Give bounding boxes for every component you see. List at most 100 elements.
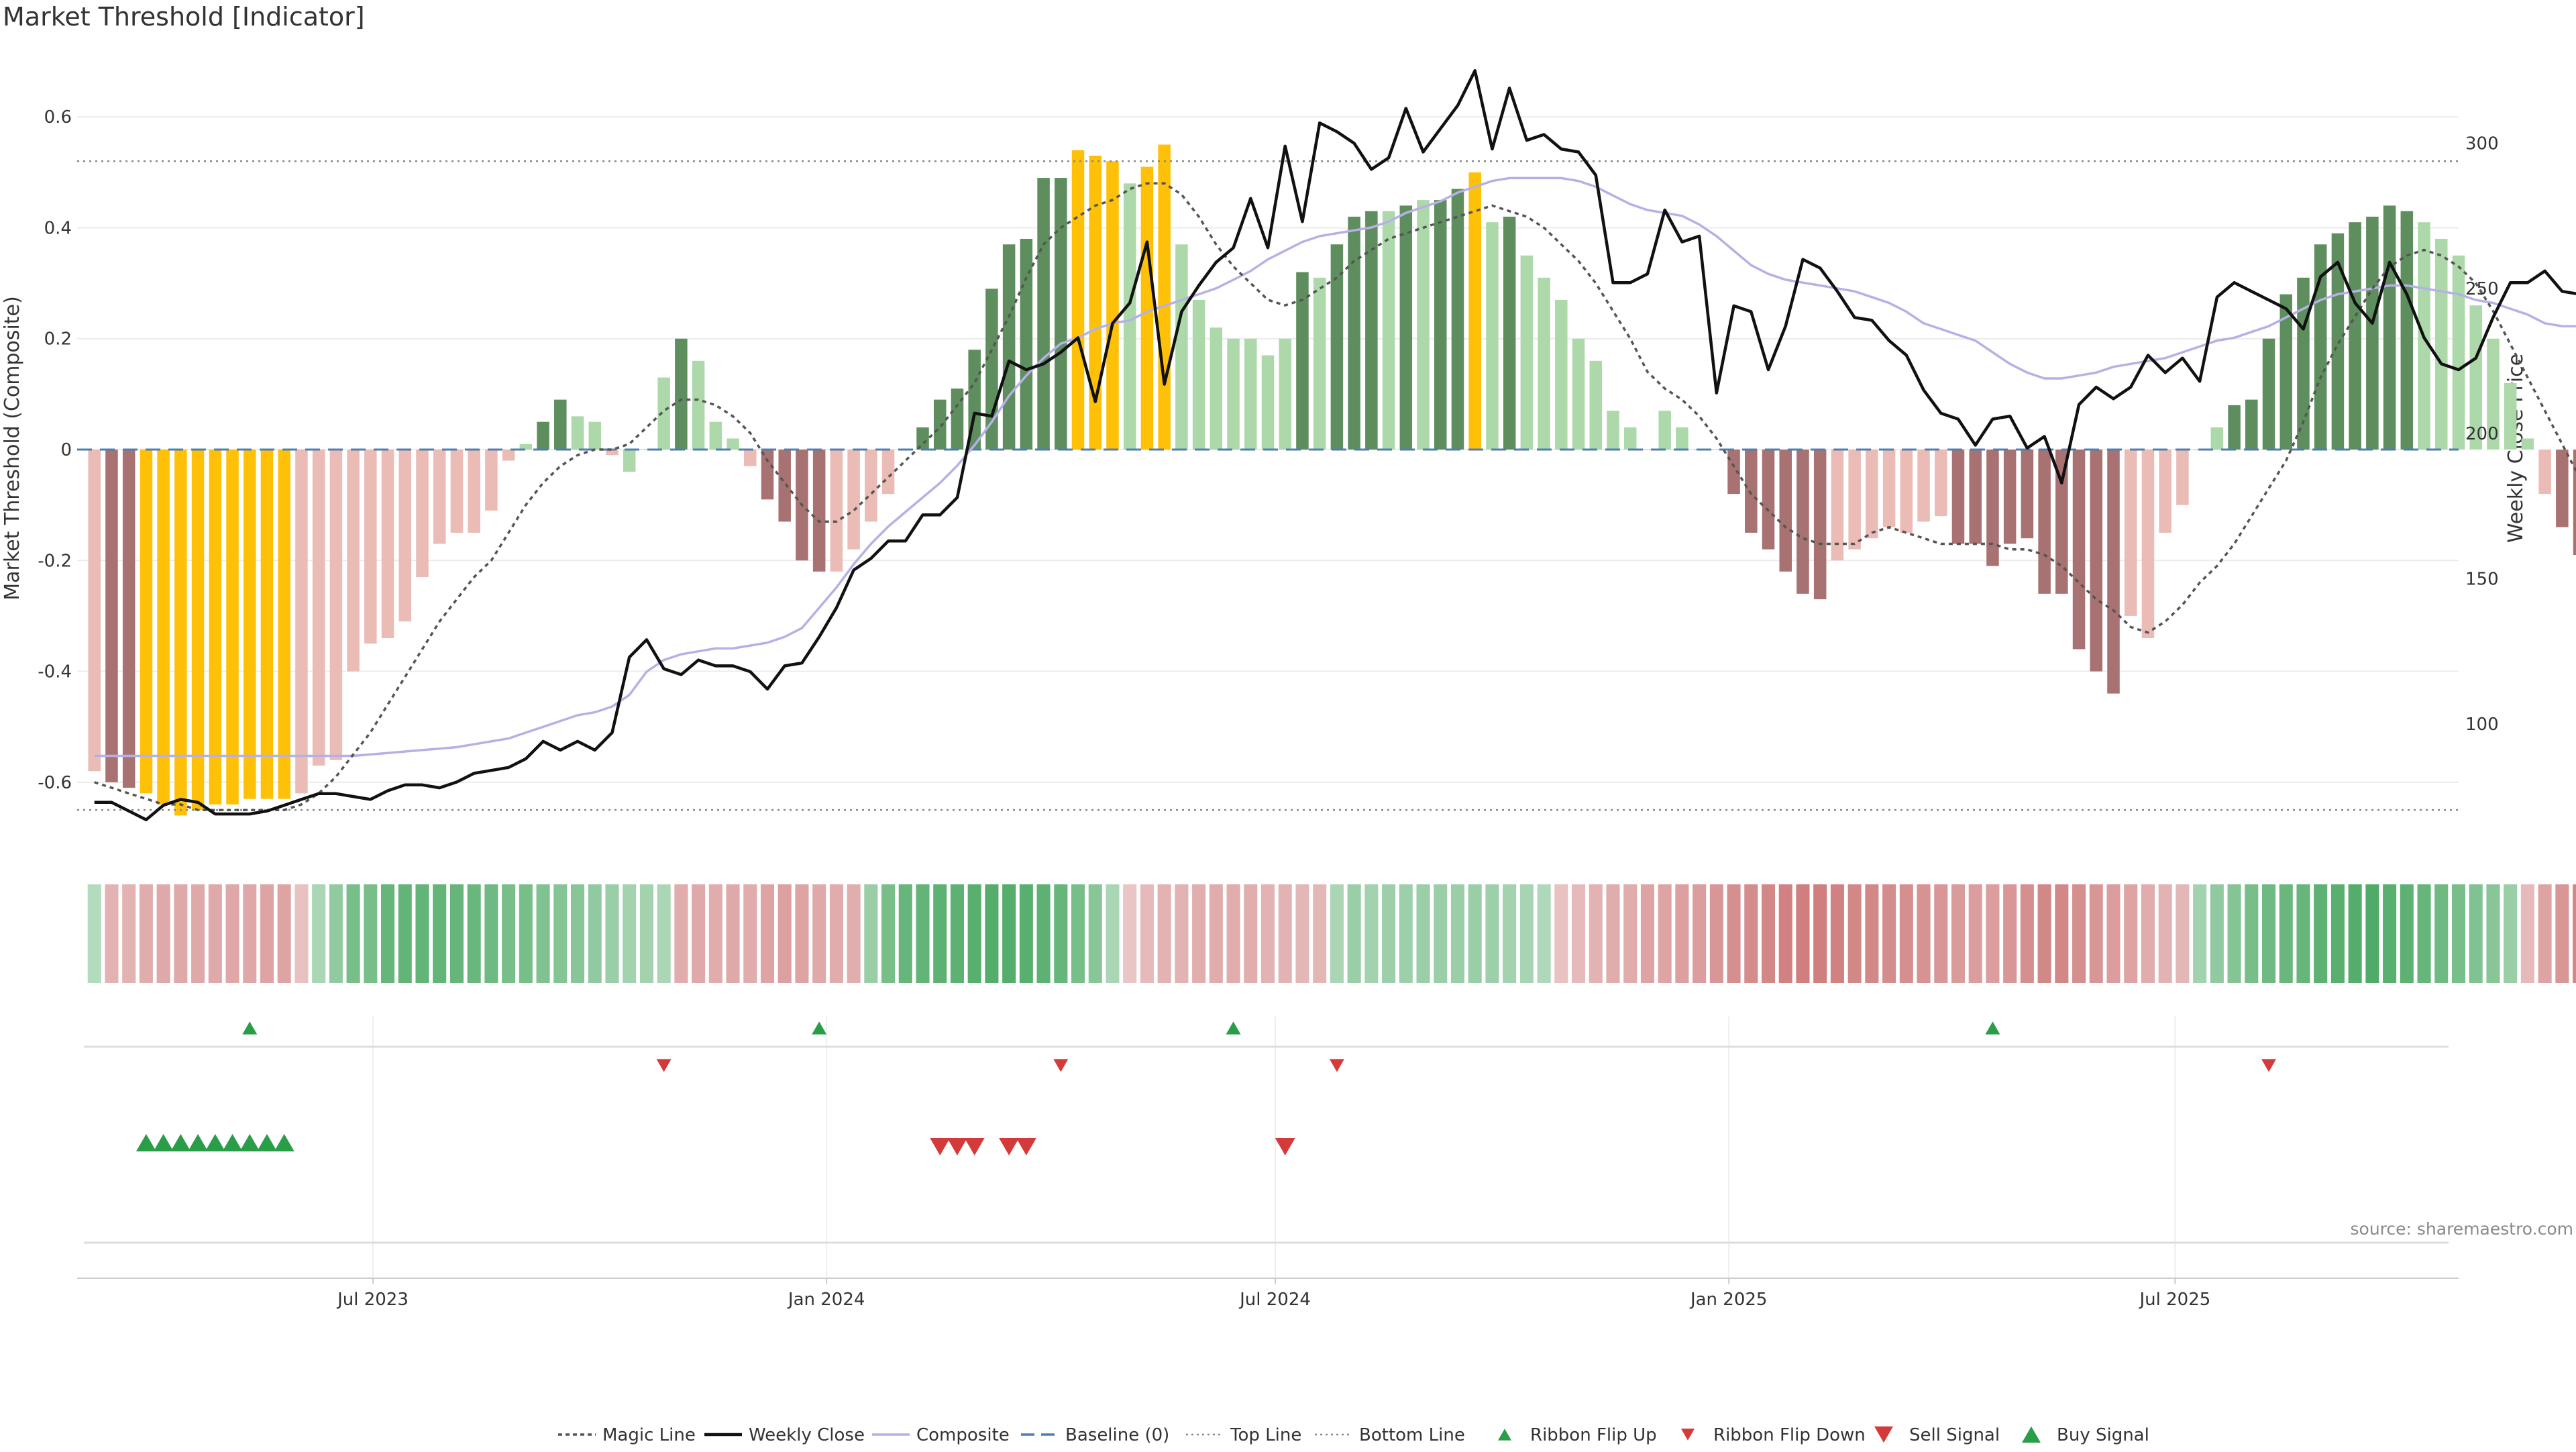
ribbon-cell [605,884,619,983]
composite-bar [1244,338,1257,450]
composite-bar [140,450,153,794]
ribbon-cell [312,884,326,983]
ribbon-cell [2348,884,2362,983]
ribbon-cell [2055,884,2069,983]
composite-bar [727,438,739,450]
composite-bar [1658,411,1671,450]
composite-bar [2055,450,2068,594]
ribbon-cell [2037,884,2051,983]
ribbon-cell [881,884,896,983]
ribbon-flip-up-marker [1226,1021,1241,1035]
buy-signal-marker [136,1133,156,1152]
composite-bar [881,450,895,495]
ribbon-cell [2210,884,2224,983]
y-tick-label: 0.6 [44,107,72,127]
composite-bar [2366,216,2379,450]
ribbon-cell [933,884,947,983]
ribbon-cell [87,884,101,983]
composite-bar [2176,450,2189,505]
ribbon-cell [329,884,343,983]
composite-bar [1555,299,1568,450]
legend-item-buy: Buy Signal [2022,1425,2149,1445]
composite-bar [88,450,101,772]
ribbon-cell [1209,884,1223,983]
ribbon-cell [1830,884,1844,983]
composite-bar [468,450,480,533]
buy-signal-marker [153,1133,174,1152]
composite-bar [1589,360,1603,450]
ribbon-cell [2573,884,2576,983]
ribbon-cell [1106,884,1120,983]
ribbon-cell [829,884,843,983]
composite-bar [1831,450,1844,561]
composite-bar [2003,450,2017,544]
magic-line [94,182,2576,811]
legend-item-composite: Composite [872,1425,1010,1445]
legend-swatch-sell [1874,1426,1893,1443]
composite-bar [1192,299,1205,450]
ribbon-cell [2245,884,2259,983]
composite-bar [1451,189,1464,450]
ribbon-flip-up-marker [812,1021,827,1035]
composite-bar [1762,450,1775,550]
sell-signal-marker [1275,1137,1295,1156]
x-tick-label: Jan 2025 [1689,1290,1768,1310]
ribbon-cell [2193,884,2207,983]
composite-bar [2383,205,2396,450]
ribbon-flip-down-marker [2261,1059,2277,1072]
ribbon-cell [381,884,395,983]
composite-bar [157,450,170,805]
ribbon-cell [1347,884,1361,983]
composite-bar [2038,450,2051,594]
composite-bar [1106,161,1119,450]
composite-bar [709,421,722,450]
composite-bar [657,377,670,450]
ribbon-cell [2417,884,2431,983]
lines-layer [77,69,2576,821]
ribbon-cell [1796,884,1810,983]
composite-bar [1779,450,1792,572]
y2-tick-label: 150 [2465,570,2499,590]
composite-bar [623,450,636,472]
ribbon-cell [1761,884,1776,983]
composite-bar [1969,450,1982,544]
composite-bar [485,450,498,511]
ribbon-cell [364,884,378,983]
composite-bar [951,388,964,450]
ribbon-cell [1899,884,1913,983]
ribbon-cell [225,884,239,983]
composite-bar [2072,450,2086,650]
composite-bar [2314,244,2327,450]
ribbon-flip-up-marker [242,1021,258,1035]
buy-signal-marker [188,1133,209,1152]
composite-bar [1486,222,1499,450]
composite-bar [191,450,205,811]
composite-bar [1572,338,1585,450]
legend-item-magic: Magic Line [558,1425,696,1445]
ribbon-cell [260,884,274,983]
composite-bar [502,450,515,461]
composite-bar [2228,405,2241,450]
ribbon-cell [174,884,188,983]
ribbon-cell [2538,884,2552,983]
composite-bar [1071,150,1085,450]
composite-bar [778,450,791,522]
ribbon-cell [692,884,706,983]
composite-bar [1951,450,1965,544]
composite-bar [761,450,774,500]
composite-bar [2349,222,2361,450]
sell-signal-marker [1016,1137,1036,1156]
ribbon-cell [1175,884,1189,983]
ribbon-cell [2486,884,2500,983]
legend-label: Top Line [1230,1425,1301,1445]
ribbon-cell [2106,884,2121,983]
ribbon-cell [2400,884,2414,983]
y-tick-label: -0.6 [38,773,72,793]
ribbon-cell [1934,884,1948,983]
ribbon-cell [1278,884,1292,983]
ribbon-cell [898,884,912,983]
legend-item-sell: Sell Signal [1874,1425,2000,1445]
ribbon-flip-down-marker [656,1059,672,1072]
ribbon-cell [1450,884,1465,983]
composite-bar [916,427,929,450]
